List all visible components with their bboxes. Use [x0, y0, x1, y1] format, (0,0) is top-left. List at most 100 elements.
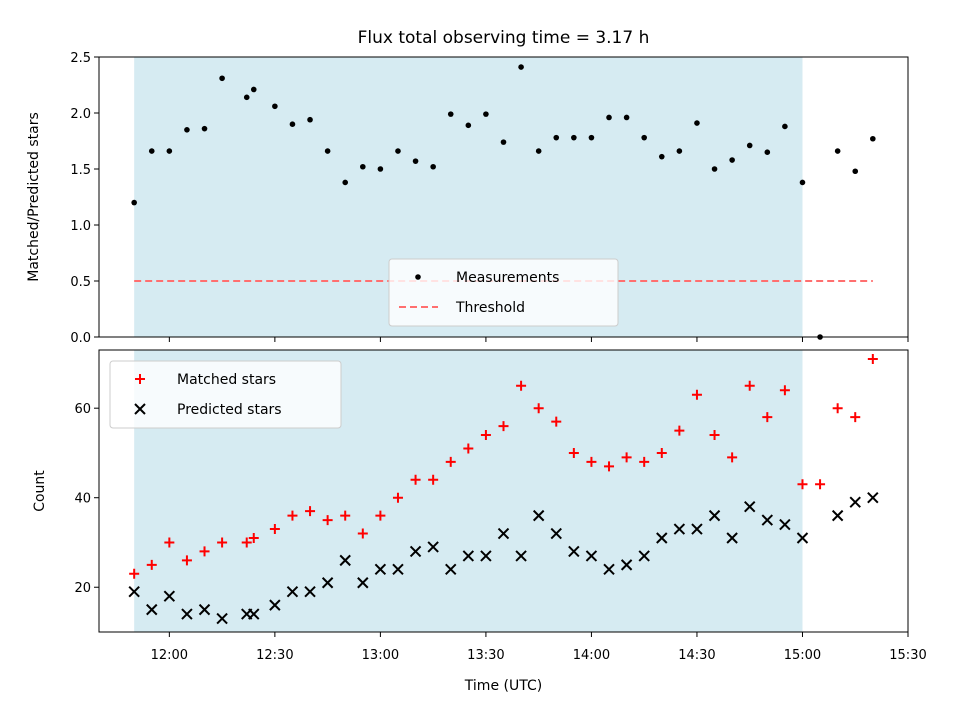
axes-frame [98, 56, 909, 338]
x-tick-label: 12:00 [151, 648, 188, 663]
predicted-point [603, 563, 615, 576]
predicted-point [163, 590, 176, 602]
matched-point [241, 537, 252, 548]
measurement-point [518, 64, 524, 70]
predicted-point [286, 586, 299, 598]
matched-point [181, 555, 192, 566]
measurement-point [729, 157, 735, 163]
y-axis-label: Count [32, 470, 48, 512]
count-panel: 20 40 60 12:00 12:30 13:00 13:30 14:00 14:30 15:0… [32, 349, 927, 663]
x-tick-label: 14:30 [678, 648, 715, 663]
predicted-point [497, 527, 510, 540]
measurement-point [324, 148, 331, 154]
measurement-point [535, 148, 542, 154]
matched-point [533, 403, 544, 414]
predicted-point [585, 550, 598, 562]
y-axis-label: Matched/Predicted stars [26, 112, 42, 282]
predicted-point [198, 603, 211, 616]
predicted-point [409, 545, 422, 558]
predicted-point [374, 563, 387, 576]
legend-marker-measurements [415, 274, 421, 280]
y-tick-label: 0.5 [70, 275, 91, 290]
predicted-point [515, 550, 527, 562]
measurement-point [658, 153, 665, 160]
predicted-point [462, 550, 475, 562]
measurement-point [166, 148, 173, 154]
matched-point [269, 524, 280, 535]
matched-point [287, 510, 298, 521]
matched-point [480, 430, 491, 441]
y-tick-label: 1.0 [70, 219, 91, 234]
matched-point [639, 456, 650, 467]
predicted-point [392, 563, 404, 576]
matched-point [832, 403, 843, 414]
predicted-point [304, 586, 316, 598]
measurement-point [746, 142, 753, 149]
predicted-point [550, 527, 562, 540]
matched-point [744, 380, 755, 391]
predicted-point [779, 518, 791, 531]
measurement-point [307, 116, 313, 123]
matched-point [410, 474, 421, 485]
matched-point [867, 353, 878, 364]
predicted-point [620, 559, 633, 571]
legend: Measurements Threshold [388, 258, 619, 327]
measurement-point [219, 75, 225, 82]
series-measurements [131, 64, 876, 340]
predicted-point [761, 514, 774, 526]
x-tick-label: 15:00 [784, 648, 821, 663]
matched-point [850, 412, 861, 423]
measurement-point [342, 179, 349, 186]
measurement-point [764, 149, 771, 155]
measurement-point [412, 158, 419, 164]
measurement-point [606, 114, 612, 121]
y-tick-label: 2.0 [70, 107, 91, 122]
predicted-point [269, 599, 281, 611]
x-axis-label: Time (UTC) [464, 678, 542, 694]
chart-title: Flux total observing time = 3.17 h [358, 28, 650, 48]
measurement-point [676, 148, 683, 154]
predicted-point [146, 603, 158, 616]
matched-point [146, 559, 157, 570]
measurement-point [500, 139, 507, 145]
measurement-point [201, 125, 208, 132]
predicted-point [532, 509, 545, 522]
measurement-point [799, 179, 806, 186]
legend-label-matched: Matched stars [177, 372, 276, 388]
legend: Matched stars Predicted stars [109, 360, 342, 429]
predicted-point [357, 577, 369, 589]
y-tick-label: 2.5 [70, 51, 91, 66]
measurement-point [694, 120, 700, 126]
matched-point [305, 506, 316, 517]
matched-point [498, 421, 509, 432]
y-tick-label: 0.0 [70, 331, 91, 346]
legend-marker-predicted [134, 403, 146, 415]
y-tick-label: 60 [74, 402, 91, 417]
measurement-point [641, 134, 647, 141]
matched-point [779, 385, 790, 396]
matched-point [375, 510, 386, 521]
predicted-point [691, 523, 703, 535]
predicted-point [849, 496, 861, 508]
legend-label-predicted: Predicted stars [177, 402, 282, 418]
measurement-point [272, 103, 278, 110]
predicted-point [128, 586, 140, 598]
matched-point [248, 533, 259, 543]
predicted-point [339, 554, 351, 567]
legend-marker-matched [135, 374, 145, 384]
predicted-point [726, 532, 738, 544]
matched-point [463, 443, 474, 454]
measurement-point [465, 122, 472, 129]
x-tick-label: 14:00 [573, 648, 610, 663]
y-tick-label: 20 [74, 581, 91, 596]
measurement-point [588, 134, 595, 141]
matched-point [516, 380, 527, 391]
predicted-point [216, 612, 228, 625]
legend-box [388, 258, 619, 327]
x-tick-label: 13:30 [467, 648, 504, 663]
matched-point [727, 452, 738, 463]
x-tick-label: 13:00 [362, 648, 399, 663]
legend-box [109, 360, 342, 429]
matched-point [428, 474, 439, 485]
measurement-point [870, 135, 876, 142]
